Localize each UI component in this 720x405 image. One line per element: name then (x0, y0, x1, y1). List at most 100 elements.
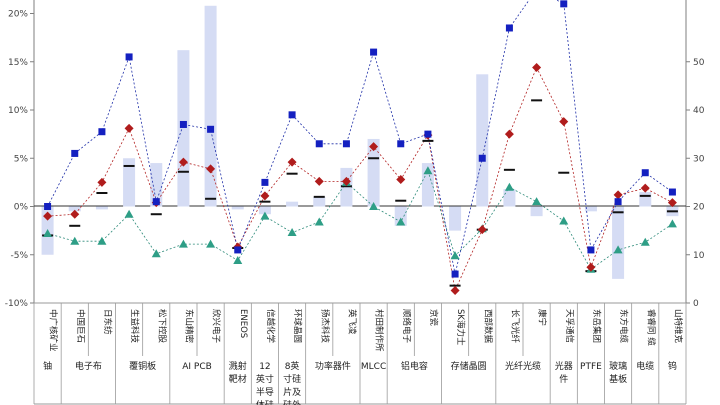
diamond-marker (314, 176, 324, 186)
right-tick-label: 10 (693, 251, 705, 261)
company-label: 中广核矿业 (48, 309, 59, 352)
bar (476, 74, 489, 207)
square-marker (288, 111, 296, 119)
group-label: 片及 (283, 386, 301, 398)
bar (150, 163, 163, 207)
square-marker (478, 154, 486, 162)
diamond-marker (640, 183, 650, 193)
left-tick-label: 5% (14, 154, 29, 164)
group-label: 体硅 (256, 399, 274, 405)
left-tick-label: -10% (5, 299, 29, 309)
group-label: 覆铜板 (129, 360, 156, 372)
series-line-diamond (47, 66, 673, 292)
left-tick-label: -5% (10, 251, 28, 261)
triangle-marker (233, 256, 243, 265)
bar (313, 196, 326, 207)
square-marker (44, 203, 52, 210)
company-label: 信越化学 (265, 309, 276, 344)
square-marker (560, 0, 568, 8)
bar (123, 158, 136, 207)
group-label: 玻璃 (609, 360, 627, 372)
square-marker (587, 246, 595, 254)
company-label: 睿睿同 缆 (645, 309, 656, 346)
diamond-marker (504, 129, 514, 139)
triangle-marker (504, 182, 514, 191)
triangle-marker (667, 219, 677, 228)
triangle-marker (260, 211, 270, 220)
triangle-marker (396, 217, 406, 226)
square-marker (641, 169, 649, 177)
group-label: 存储晶圆 (451, 360, 487, 372)
group-label: 半导 (256, 386, 274, 398)
square-marker (668, 188, 676, 196)
group-label: 英寸 (256, 373, 274, 385)
group-label: PTFE (580, 362, 602, 372)
triangle-marker (559, 216, 569, 225)
square-marker (71, 149, 79, 157)
right-tick-label: 30 (693, 154, 705, 164)
triangle-marker (423, 166, 433, 175)
diamond-marker (369, 142, 379, 152)
bar (584, 206, 597, 212)
bar (530, 206, 543, 217)
bar (394, 206, 407, 226)
company-label: 扬杰科技 (319, 309, 330, 344)
diamond-marker (450, 285, 460, 295)
company-label: 长飞光纤 (509, 309, 520, 344)
diamond-marker (124, 123, 134, 133)
company-label: 中国巨石 (75, 309, 86, 343)
right-tick-label: 50 (693, 58, 705, 68)
group-label: 钨 (668, 360, 677, 372)
group-label: AI PCB (182, 362, 212, 372)
square-marker (505, 24, 513, 32)
group-label: 电缆 (636, 360, 654, 372)
company-label: 西部数据 (482, 309, 493, 344)
company-label: 康宁 (537, 309, 548, 326)
square-marker (207, 125, 215, 133)
group-label: 功率器件 (315, 360, 351, 372)
company-label: SK海力士 (455, 309, 466, 346)
group-label: 12 (259, 362, 270, 372)
group-label: 基板 (609, 373, 627, 385)
triangle-marker (287, 228, 297, 237)
left-tick-label: 20% (8, 10, 28, 20)
triangle-marker (613, 245, 623, 254)
series-line-square (47, 0, 673, 275)
company-label: 生益科技 (129, 309, 140, 344)
square-marker (342, 140, 350, 148)
series-line-triangle (47, 169, 673, 270)
diamond-marker (396, 174, 406, 184)
square-marker (397, 140, 405, 148)
diamond-marker (206, 164, 216, 174)
bar (503, 189, 516, 207)
right-tick-label: 40 (693, 106, 705, 116)
diamond-marker (477, 225, 487, 235)
company-label: 环球晶圆 (292, 309, 303, 343)
company-label: ENEOS (238, 309, 248, 338)
group-label: 溅射 (229, 360, 247, 372)
group-label: 寸硅 (283, 373, 301, 385)
bar (612, 206, 625, 279)
diamond-marker (43, 211, 53, 221)
group-label: 8英 (285, 360, 300, 372)
diamond-marker (287, 157, 297, 167)
triangle-marker (640, 237, 650, 246)
square-marker (234, 246, 242, 254)
bar (177, 50, 190, 207)
square-marker (370, 48, 378, 56)
group-label: 件 (559, 373, 568, 385)
square-marker (261, 178, 269, 186)
company-label: 山特维克 (672, 309, 683, 344)
company-label: 英飞凌 (346, 309, 357, 335)
square-marker (152, 198, 160, 206)
triangle-marker (70, 236, 80, 245)
triangle-marker (450, 251, 460, 260)
company-label: 京瓷 (428, 309, 439, 327)
bar (68, 206, 81, 212)
triangle-marker (151, 249, 161, 258)
triangle-marker (178, 239, 188, 248)
group-label: 靶材 (229, 373, 247, 385)
group-label: 铀 (43, 360, 52, 372)
triangle-marker (43, 229, 53, 238)
